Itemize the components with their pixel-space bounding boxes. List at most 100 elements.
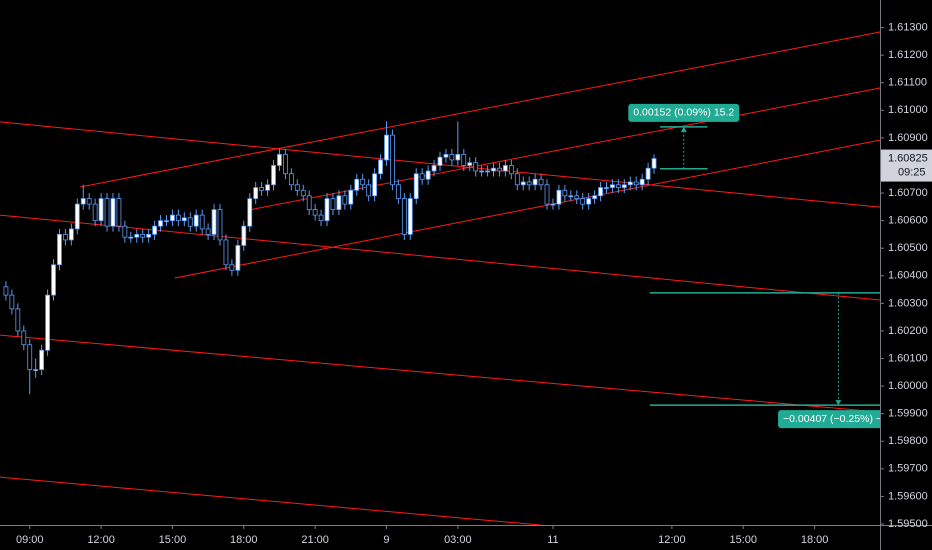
candle-body [443, 154, 449, 158]
x-tick-label: 09:00 [16, 534, 44, 546]
candle-body [366, 184, 372, 197]
candle-body [217, 209, 223, 241]
candle-body [27, 344, 33, 370]
axes: 1.61300 1.61200 1.61100 1.61000 1.60900 1.607… [16, 21, 932, 546]
candle-body [277, 154, 282, 166]
candle-body [384, 134, 389, 161]
candle-body [378, 159, 383, 175]
y-tick-label: 1.60500 [888, 242, 928, 254]
candle-body [372, 173, 377, 197]
candle-body [342, 195, 348, 205]
candle-body [9, 294, 15, 310]
candle-body [360, 178, 366, 186]
candle-body [621, 184, 627, 188]
candle-body [33, 369, 39, 371]
y-tick-label: 1.60600 [888, 215, 928, 227]
y-tick-label: 1.60300 [888, 297, 928, 309]
trendline [80, 31, 880, 188]
candle-body [92, 203, 98, 222]
candle-body [45, 294, 50, 351]
candle-body [407, 198, 413, 235]
candle-body [514, 173, 520, 186]
y-tick-label: 1.61000 [888, 104, 928, 116]
candle-body [503, 165, 508, 172]
y-tick-label: 1.59500 [888, 518, 928, 530]
candle-body [437, 156, 443, 166]
candle-body [259, 187, 265, 191]
candle-body [39, 349, 45, 370]
candle-body [86, 198, 92, 205]
candle-body [241, 225, 247, 246]
candle-body [354, 178, 360, 191]
candle-body [645, 167, 651, 180]
last-price-label: 1.60825 [888, 152, 928, 164]
candle-body [639, 178, 645, 186]
candle-body [562, 189, 568, 197]
candle-body [401, 198, 407, 235]
candle-body [348, 189, 354, 205]
candle-body [128, 236, 134, 239]
x-tick-label: 03:00 [444, 534, 472, 546]
candle-body [467, 162, 473, 166]
candle-body [235, 245, 241, 271]
candle-body [110, 198, 116, 227]
candle-body [538, 178, 544, 186]
candle-body [68, 228, 74, 241]
candle-body [615, 184, 621, 188]
measure-label-box [778, 410, 880, 429]
candle-body [306, 195, 312, 211]
candle-body [181, 217, 187, 222]
candle-body [491, 167, 496, 172]
candle-body [146, 234, 152, 238]
candle-body [330, 198, 336, 210]
measure-label-box [628, 103, 740, 122]
candle-body [253, 187, 259, 199]
candle-body [283, 154, 288, 175]
candle-body [205, 228, 211, 235]
candle-body [140, 234, 146, 238]
candle-body [271, 165, 276, 186]
candle-body [556, 189, 562, 205]
candle-body [449, 154, 455, 161]
candle-body [544, 184, 550, 205]
candle-body [74, 203, 80, 230]
candle-body [223, 239, 229, 266]
candle-body [610, 184, 615, 188]
candle-body [98, 198, 104, 222]
candle-body [526, 181, 532, 186]
candle-body [651, 158, 657, 169]
x-tick-label: 9 [383, 534, 389, 546]
x-tick-label: 18:00 [801, 534, 829, 546]
candle-body [633, 181, 639, 186]
y-tick-label: 1.61100 [888, 77, 927, 89]
candle-body [508, 165, 514, 175]
x-tick-label: 21:00 [301, 534, 329, 546]
x-tick-label: 15:00 [159, 534, 187, 546]
x-tick-label: 18:00 [230, 534, 258, 546]
measure-arrowhead [835, 400, 842, 406]
candle-body [199, 214, 205, 230]
candle-body [57, 234, 62, 266]
measure-label: −0.00407 (−0.25%) −40 [783, 413, 894, 425]
candle-body [116, 198, 122, 227]
candle-body [473, 162, 479, 172]
candle-body [413, 173, 419, 199]
candle-body [574, 195, 580, 199]
candle-body [598, 187, 603, 197]
candle-body [580, 198, 586, 205]
candle-body [419, 173, 425, 180]
candle-body [164, 220, 169, 223]
candle-body [247, 198, 253, 227]
measure-label: 0.00152 (0.09%) 15.2 [633, 107, 734, 119]
y-tick-label: 1.60900 [888, 132, 928, 144]
y-tick-label: 1.60400 [888, 270, 928, 282]
measure-arrowhead [680, 126, 687, 132]
candle-body [187, 217, 193, 227]
candle-body [152, 225, 157, 235]
candle-body [431, 165, 437, 172]
y-tick-label: 1.61200 [888, 49, 928, 61]
candle-body [604, 187, 609, 189]
last-price-box [881, 149, 932, 182]
